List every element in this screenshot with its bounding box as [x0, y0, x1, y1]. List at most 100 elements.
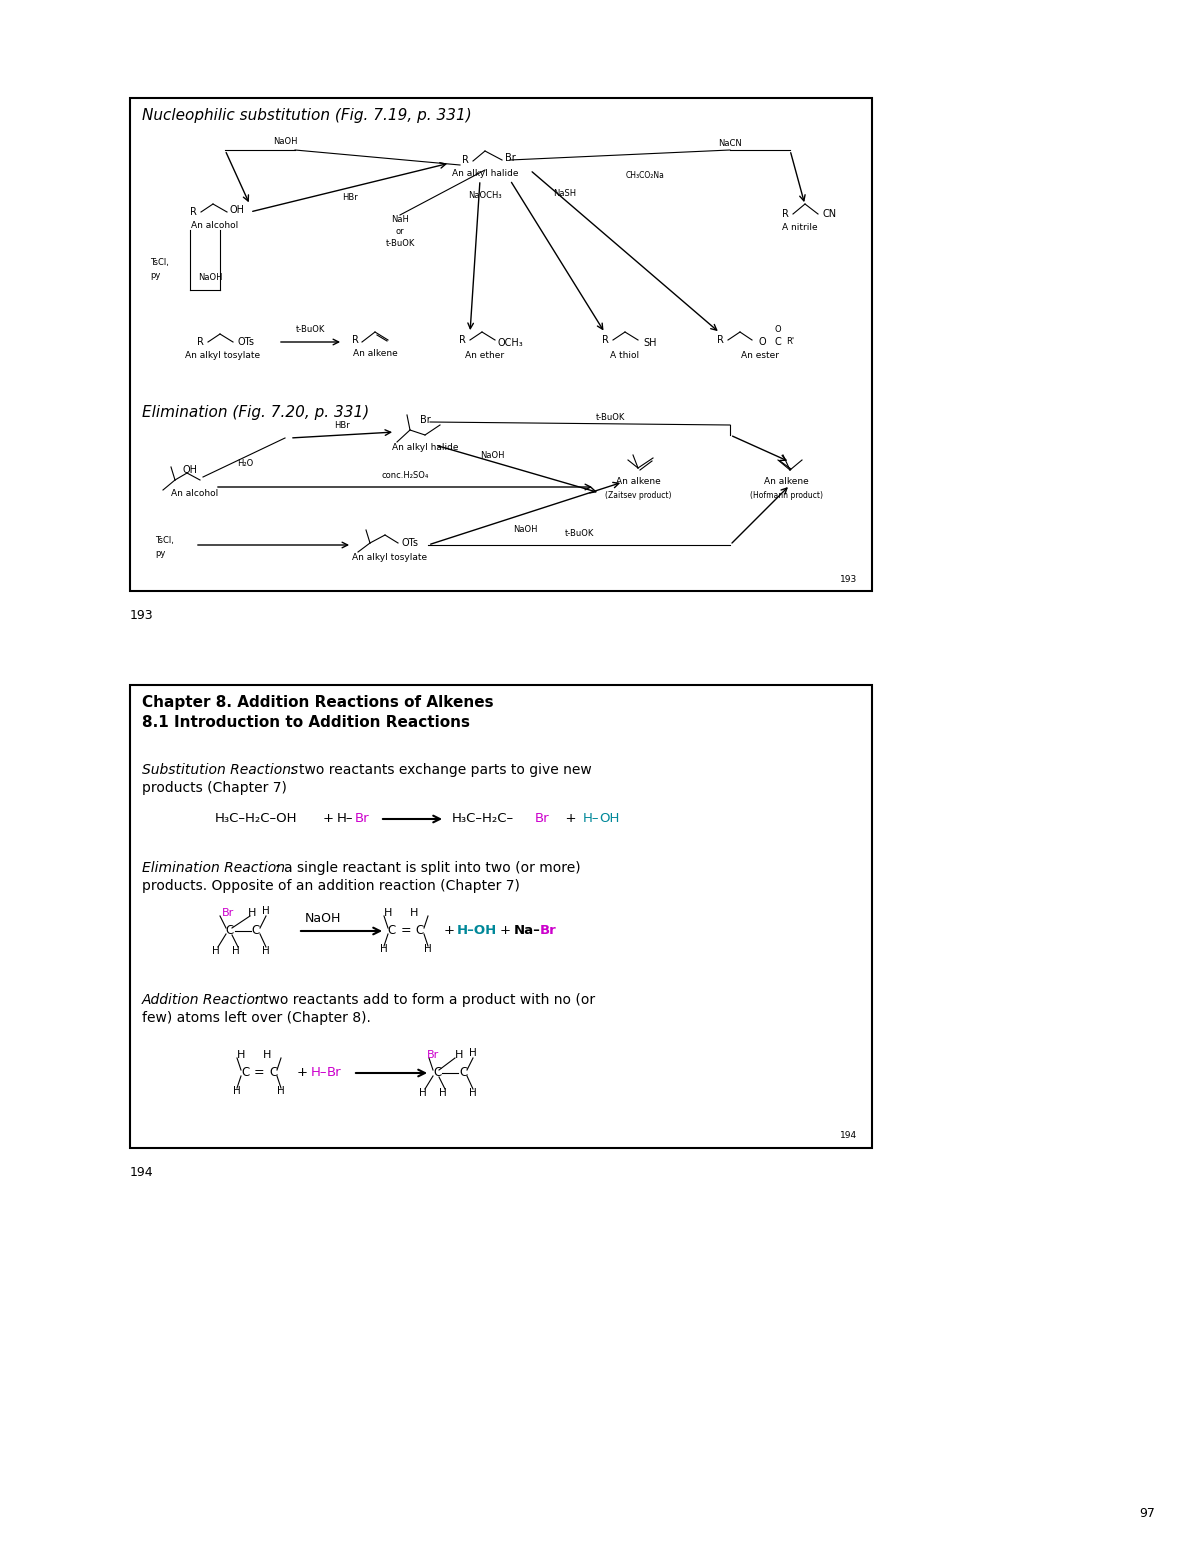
Text: Na–: Na– — [514, 924, 541, 938]
Text: H–OH: H–OH — [457, 924, 497, 938]
Text: : a single reactant is split into two (or more): : a single reactant is split into two (o… — [275, 860, 581, 874]
Text: H: H — [439, 1089, 446, 1098]
Text: H: H — [262, 946, 270, 957]
Text: CN: CN — [823, 210, 838, 219]
Text: NaOH: NaOH — [272, 138, 298, 146]
Text: TsCl,: TsCl, — [155, 536, 174, 545]
Text: An alkene: An alkene — [616, 477, 660, 486]
Text: H: H — [212, 946, 220, 957]
Text: An alkyl tosylate: An alkyl tosylate — [353, 553, 427, 562]
Text: An alkene: An alkene — [763, 477, 809, 486]
Text: NaOH: NaOH — [305, 913, 341, 926]
Text: 194: 194 — [130, 1166, 154, 1179]
Text: R: R — [601, 335, 608, 345]
Text: H: H — [455, 1050, 463, 1061]
Text: 194: 194 — [840, 1132, 857, 1140]
Text: R: R — [458, 335, 466, 345]
Text: t-BuOK: t-BuOK — [564, 528, 594, 537]
Text: Addition Reaction: Addition Reaction — [142, 992, 265, 1006]
Text: R: R — [190, 207, 197, 217]
Text: 193: 193 — [840, 575, 857, 584]
Text: H: H — [469, 1048, 476, 1058]
Text: HBr: HBr — [334, 421, 350, 430]
Text: =: = — [253, 1067, 264, 1079]
Text: OTs: OTs — [238, 337, 254, 346]
Text: or: or — [396, 227, 404, 236]
Text: t-BuOK: t-BuOK — [385, 239, 415, 248]
Text: SH: SH — [643, 339, 656, 348]
Text: A nitrile: A nitrile — [782, 224, 818, 233]
Text: Elimination Reaction: Elimination Reaction — [142, 860, 286, 874]
Text: Br: Br — [222, 909, 234, 918]
Text: C: C — [226, 924, 234, 938]
Text: A thiol: A thiol — [611, 351, 640, 360]
Text: An ether: An ether — [466, 351, 504, 360]
Text: Br: Br — [427, 1050, 439, 1061]
Text: H: H — [248, 909, 257, 918]
Text: An ester: An ester — [742, 351, 779, 360]
Text: H: H — [384, 909, 392, 918]
Text: NaOH: NaOH — [198, 273, 222, 283]
Text: C: C — [241, 1067, 250, 1079]
Text: H: H — [380, 944, 388, 954]
Bar — [130, 685, 872, 1148]
Text: Br: Br — [535, 812, 550, 826]
Text: H–: H– — [311, 1067, 328, 1079]
Text: H–: H– — [583, 812, 600, 826]
Text: HBr: HBr — [342, 194, 358, 202]
Text: C: C — [458, 1067, 467, 1079]
Text: H: H — [469, 1089, 476, 1098]
Text: OTs: OTs — [402, 537, 419, 548]
Text: CH₃CO₂Na: CH₃CO₂Na — [625, 171, 665, 180]
Text: R: R — [462, 155, 468, 165]
Text: +: + — [298, 1067, 308, 1079]
Text: conc.H₂SO₄: conc.H₂SO₄ — [382, 471, 428, 480]
Text: An alkyl tosylate: An alkyl tosylate — [186, 351, 260, 360]
Text: H: H — [262, 905, 270, 916]
Text: H: H — [233, 1086, 241, 1096]
Text: C: C — [433, 1067, 442, 1079]
Text: 193: 193 — [130, 609, 154, 623]
Text: NaCN: NaCN — [718, 138, 742, 148]
Text: H–: H– — [337, 812, 354, 826]
Text: H: H — [410, 909, 419, 918]
Text: TsCl,: TsCl, — [150, 258, 169, 267]
Text: R: R — [781, 210, 788, 219]
Text: products (Chapter 7): products (Chapter 7) — [142, 781, 287, 795]
Text: OH: OH — [182, 464, 198, 475]
Text: py: py — [150, 272, 161, 281]
Text: NaSH: NaSH — [553, 188, 576, 197]
Text: NaH: NaH — [391, 216, 409, 225]
Text: C: C — [269, 1067, 277, 1079]
Text: H₃C–H₂C–OH: H₃C–H₂C–OH — [215, 812, 298, 826]
Text: +: + — [323, 812, 334, 826]
Text: H₃C–H₂C–: H₃C–H₂C– — [452, 812, 514, 826]
Text: t-BuOK: t-BuOK — [295, 326, 325, 334]
Text: Br: Br — [505, 154, 515, 163]
Text: t-BuOK: t-BuOK — [595, 413, 625, 422]
Text: +: + — [444, 924, 455, 938]
Text: products. Opposite of an addition reaction (Chapter 7): products. Opposite of an addition reacti… — [142, 879, 520, 893]
Text: O: O — [758, 337, 766, 346]
Text: Br: Br — [326, 1067, 342, 1079]
Text: NaOH: NaOH — [512, 525, 538, 534]
Text: H: H — [419, 1089, 427, 1098]
Text: Substitution Reactions: Substitution Reactions — [142, 763, 299, 776]
Text: =: = — [401, 924, 412, 938]
Text: H: H — [263, 1050, 271, 1061]
Bar — [130, 98, 872, 592]
Text: NaOCH₃: NaOCH₃ — [468, 191, 502, 199]
Text: R': R' — [786, 337, 794, 346]
Text: An alcohol: An alcohol — [191, 221, 239, 230]
Text: C: C — [775, 337, 781, 346]
Text: O: O — [775, 326, 781, 334]
Text: H: H — [232, 946, 240, 957]
Text: Br: Br — [420, 415, 431, 426]
Text: (Hofmann product): (Hofmann product) — [750, 491, 822, 500]
Text: R: R — [352, 335, 359, 345]
Text: Br: Br — [355, 812, 370, 826]
Text: R: R — [716, 335, 724, 345]
Text: Chapter 8. Addition Reactions of Alkenes: Chapter 8. Addition Reactions of Alkenes — [142, 696, 493, 710]
Text: : two reactants add to form a product with no (or: : two reactants add to form a product wi… — [254, 992, 595, 1006]
Text: C: C — [388, 924, 396, 938]
